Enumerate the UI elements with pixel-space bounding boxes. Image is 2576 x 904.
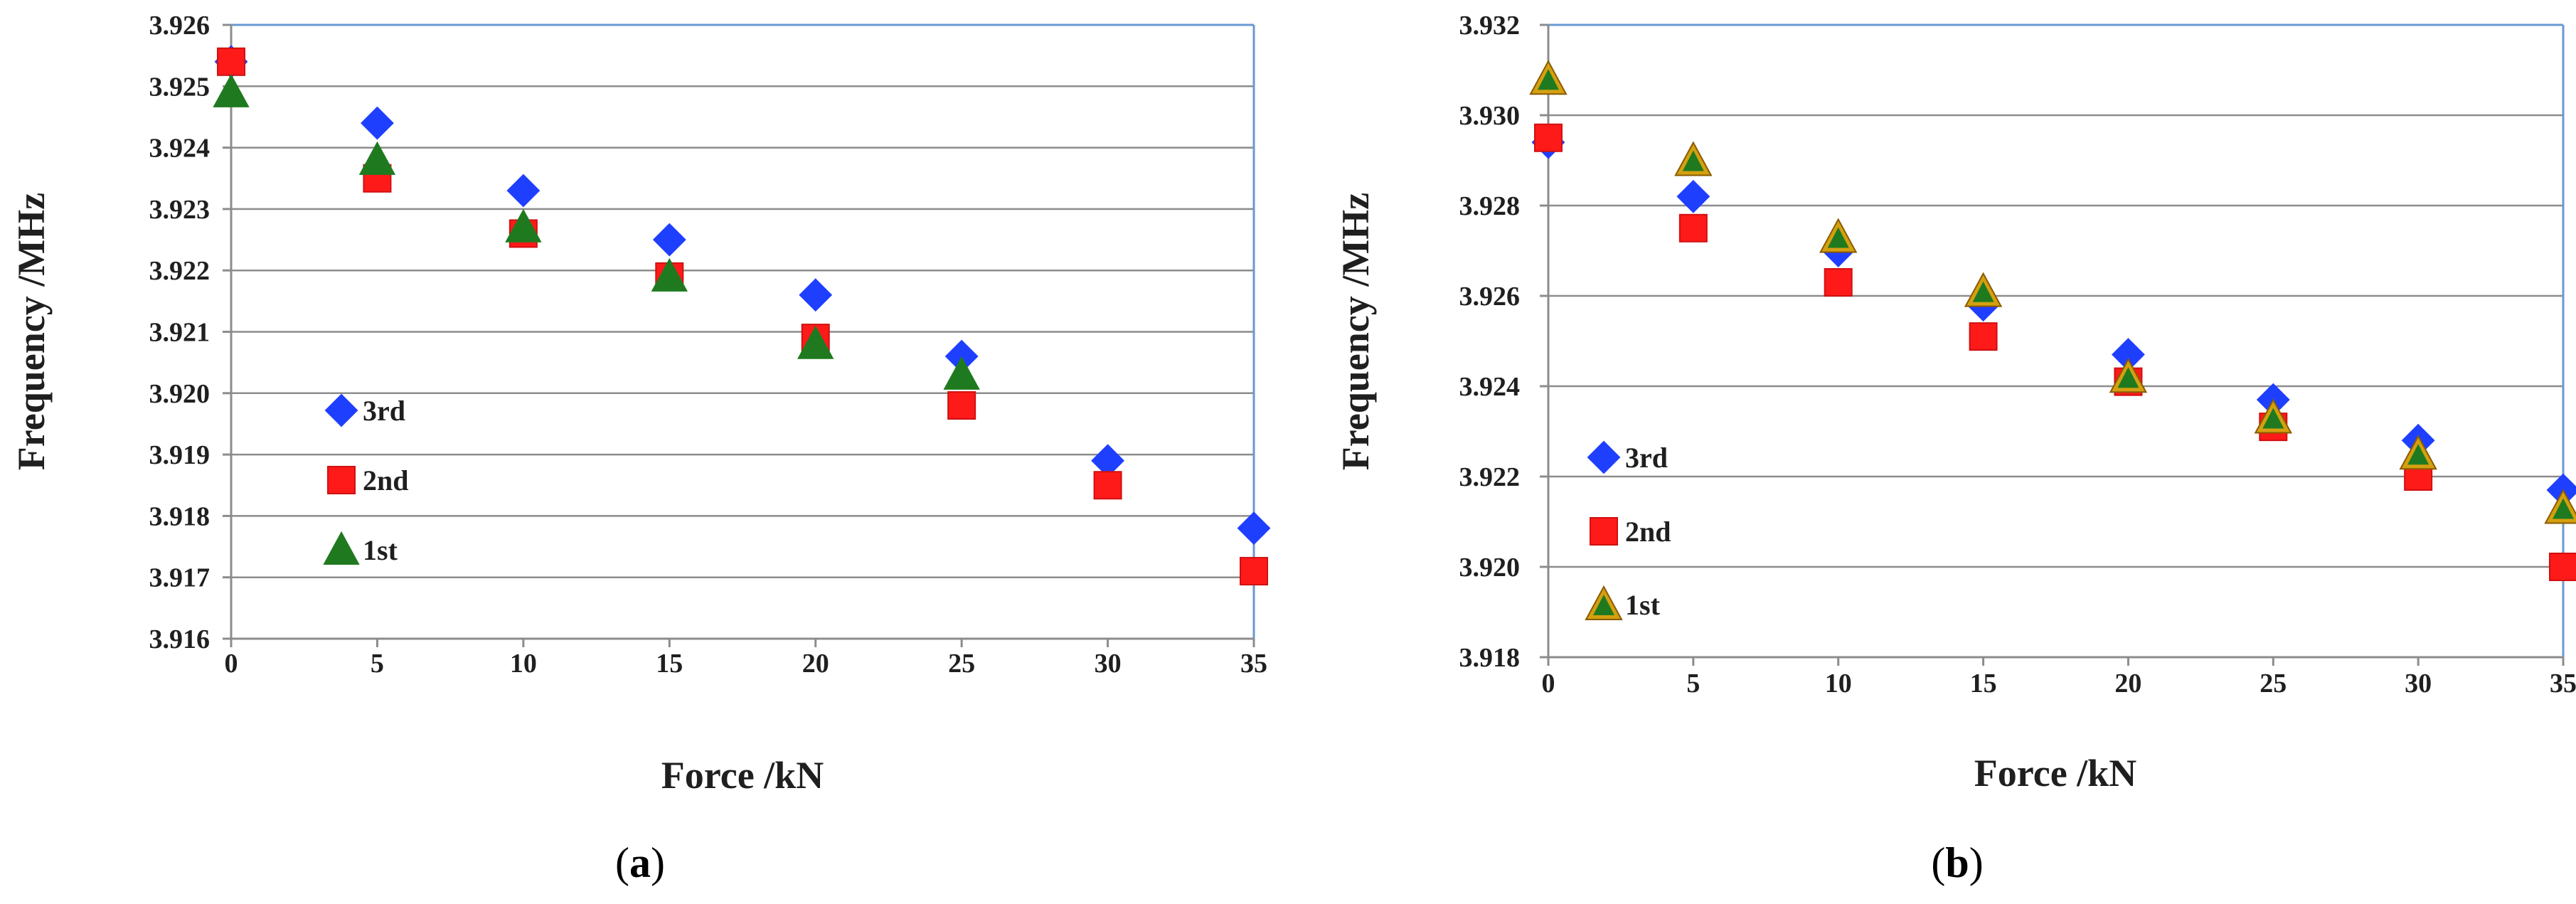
- x-axis-title: Force /kN: [1974, 752, 2136, 794]
- data-point-2nd-30: [1093, 471, 1122, 500]
- panel-caption: (a): [615, 839, 665, 886]
- data-point-1st-30: [2399, 435, 2437, 470]
- legend-label-2nd: 2nd: [1625, 516, 1671, 548]
- x-tick-label: 35: [1240, 649, 1267, 679]
- data-point-1st-5: [1674, 141, 1713, 176]
- data-point-2nd-35: [1240, 557, 1268, 586]
- y-tick-label: 3.923: [149, 195, 211, 225]
- x-tick-label: 35: [2550, 669, 2576, 698]
- y-tick-label: 3.926: [1459, 282, 1521, 312]
- chart-panel-a: 0 5 10 15 20 25 30 35 3.916 3.917 3.918 3.919 3.920 3…: [10, 11, 1271, 886]
- data-point-1st-20: [2109, 358, 2148, 393]
- panel-caption: (b): [1931, 839, 1983, 886]
- chart-panel-b: 0 5 10 15 20 25 30 35 3.918 3.920 3.922 3.924 3.926 3…: [1334, 11, 2576, 886]
- legend-marker-3rd: [324, 393, 358, 427]
- x-tick-label: 25: [2260, 669, 2287, 698]
- legend: 3rd 2nd 1st: [323, 393, 409, 566]
- data-point-2nd-5: [1678, 213, 1708, 243]
- x-tick-label: 10: [510, 649, 537, 679]
- x-tick-label: 5: [1686, 669, 1700, 698]
- y-tick-label: 3.924: [1459, 372, 1521, 402]
- legend-label-3rd: 3rd: [363, 395, 405, 427]
- data-point-3rd-10: [506, 174, 541, 208]
- data-point-2nd-35: [2549, 553, 2576, 581]
- legend-marker-3rd: [1587, 440, 1621, 474]
- x-tick-label: 10: [1825, 669, 1852, 698]
- legend: 3rd 2nd 1st: [1585, 440, 1671, 621]
- data-point-1st-15: [1964, 272, 2003, 307]
- y-tick-label: 3.917: [149, 563, 211, 593]
- data-point-2nd-0: [217, 47, 245, 76]
- y-tick-label: 3.916: [149, 624, 211, 654]
- y-tick-label: 3.932: [1459, 11, 1521, 41]
- legend-marker-2nd: [327, 466, 356, 494]
- y-tick-label: 3.930: [1459, 101, 1521, 131]
- data-point-1st-0: [213, 73, 250, 107]
- x-tick-label: 20: [802, 649, 829, 679]
- y-tick-label: 3.925: [149, 72, 211, 102]
- x-tick-label: 30: [2405, 669, 2432, 698]
- x-tick-label: 15: [1970, 669, 1997, 698]
- y-tick-label: 3.918: [149, 501, 211, 531]
- data-point-1st-35: [2544, 489, 2576, 524]
- legend-label-3rd: 3rd: [1625, 442, 1668, 474]
- data-point-1st-10: [505, 208, 542, 243]
- y-tick-label: 3.922: [149, 256, 211, 286]
- data-point-1st-0: [1529, 60, 1568, 95]
- legend-label-1st: 1st: [1625, 589, 1661, 621]
- data-point-3rd-5: [361, 106, 394, 140]
- legend-label-2nd: 2nd: [363, 464, 409, 496]
- x-tick-label: 0: [225, 649, 238, 679]
- y-tick-label: 3.920: [1459, 553, 1521, 583]
- x-tick-label: 25: [948, 649, 975, 679]
- legend-marker-1st: [323, 531, 360, 565]
- data-point-2nd-10: [1824, 267, 1853, 297]
- data-point-2nd-15: [1969, 322, 1998, 351]
- y-tick-label: 3.928: [1459, 191, 1521, 221]
- data-point-3rd-35: [1237, 511, 1271, 546]
- series-1st: [1529, 60, 2576, 524]
- y-axis-title: Frequency /MHz: [10, 193, 53, 470]
- data-point-2nd-0: [1534, 123, 1563, 152]
- y-tick-label: 3.919: [149, 440, 211, 470]
- data-point-1st-20: [797, 325, 834, 359]
- y-axis-title: Frequency /MHz: [1334, 193, 1377, 470]
- data-point-1st-25: [2254, 398, 2292, 434]
- data-point-1st-25: [943, 356, 980, 390]
- y-tick-label: 3.921: [149, 318, 211, 348]
- series-1st: [213, 73, 980, 390]
- y-tick-label: 3.922: [1459, 462, 1521, 492]
- legend-marker-1st: [1585, 585, 1623, 620]
- data-point-1st-5: [358, 141, 396, 175]
- data-point-3rd-15: [652, 223, 686, 257]
- x-tick-label: 5: [371, 649, 384, 679]
- x-tick-label: 0: [1542, 669, 1555, 698]
- data-point-2nd-25: [947, 391, 976, 420]
- x-axis-title: Force /kN: [661, 754, 824, 797]
- data-point-3rd-20: [799, 278, 833, 312]
- x-tick-label: 30: [1095, 649, 1122, 679]
- x-tick-label: 15: [656, 649, 683, 679]
- y-tick-label: 3.920: [149, 379, 211, 409]
- y-tick-label: 3.924: [149, 134, 211, 164]
- legend-label-1st: 1st: [363, 534, 398, 566]
- data-point-1st-10: [1819, 218, 1858, 253]
- legend-marker-2nd: [1590, 517, 1618, 546]
- data-point-1st-15: [651, 257, 688, 292]
- y-tick-label: 3.918: [1459, 643, 1521, 673]
- x-tick-label: 20: [2114, 669, 2141, 698]
- data-point-3rd-5: [1676, 179, 1710, 213]
- y-tick-label: 3.926: [149, 11, 211, 41]
